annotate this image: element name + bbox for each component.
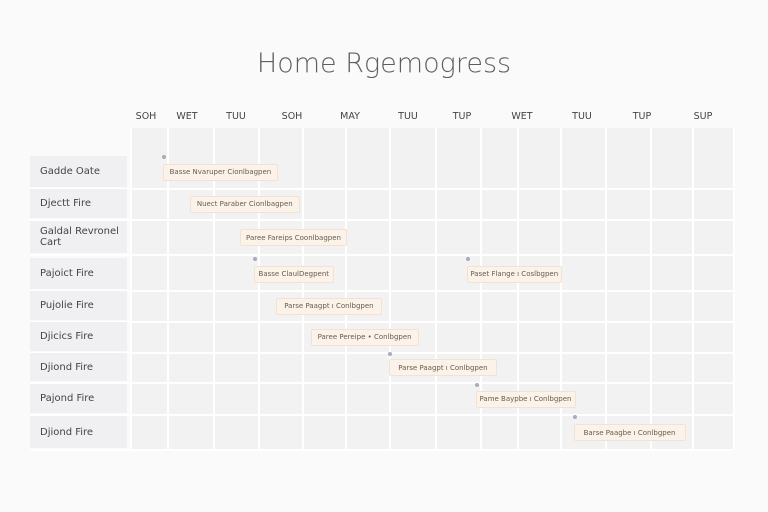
task-bar: Nuect Paraber Cionlbagpen [190, 195, 300, 213]
row-label: Galdal Revronel Cart [30, 221, 127, 253]
milestone-dot [162, 155, 167, 159]
grid-line [258, 128, 260, 450]
row-label: Djiond Fire [30, 416, 127, 448]
grid-line [692, 128, 694, 450]
milestone-dot [465, 257, 470, 261]
row-divider [30, 449, 733, 451]
row-divider [30, 382, 733, 384]
task-bar: Pame Baypbe ı Conlbgpen [475, 390, 576, 408]
row-label: Gadde Oate [30, 156, 127, 187]
task-bar: Paree Pereipe • Conlbgpen [310, 328, 419, 346]
grid-line [480, 128, 482, 450]
grid-line [650, 128, 652, 450]
row-divider [30, 321, 733, 323]
task-bar: Paset Flange ı Coslbgpen [466, 265, 562, 283]
row-label: Pujolie Fire [30, 291, 127, 320]
row-divider [30, 290, 733, 292]
task-bar: Parse Paagpt ı Conlbgpen [389, 359, 497, 376]
column-header: WET [176, 111, 198, 122]
grid-line [345, 128, 347, 450]
task-bar: Barse Paagbe ı Conlbgpen [573, 424, 686, 441]
milestone-dot [474, 383, 479, 387]
task-bar: Basse ClaulDegpent [253, 265, 335, 283]
milestone-dot [572, 415, 577, 419]
grid-line [560, 128, 562, 450]
row-label: Djicics Fire [30, 322, 127, 351]
row-divider [30, 254, 733, 256]
grid-line [130, 128, 132, 450]
row-divider [30, 414, 733, 416]
column-header: TUP [632, 111, 652, 122]
grid-line [733, 128, 735, 450]
column-header: TUP [452, 111, 472, 122]
row-label: Pajond Fire [30, 384, 127, 413]
column-header: TUU [398, 111, 418, 122]
chart-title: Home Rgemogress [256, 48, 512, 79]
milestone-dot [388, 352, 392, 356]
grid-line [435, 128, 437, 450]
column-header: SOH [281, 111, 303, 122]
column-header: TUU [226, 111, 246, 122]
grid-line [389, 128, 391, 450]
column-header: SUP [693, 111, 713, 122]
task-bar: Basse Nvaruper Cionlbagpen [163, 163, 278, 181]
row-label: Djectt Fire [30, 189, 127, 218]
grid-line [213, 128, 215, 450]
grid-line [517, 128, 519, 450]
column-header: MAY [340, 111, 360, 122]
row-divider [30, 188, 733, 190]
column-header: SOH [135, 111, 157, 122]
grid-line [605, 128, 607, 450]
row-label: Djiond Fire [30, 353, 127, 381]
column-header: WET [511, 111, 533, 122]
grid-line [302, 128, 304, 450]
gantt-grid [130, 128, 733, 450]
milestone-dot [252, 257, 257, 261]
task-bar: Parse Paagpt ı Conlbgpen [275, 297, 383, 315]
column-header: TUU [572, 111, 592, 122]
row-divider [30, 219, 733, 221]
row-divider [30, 352, 733, 354]
row-label: Pajoict Fire [30, 258, 127, 289]
grid-line [167, 128, 169, 450]
task-bar: Paree Fareips Coonlbagpen [240, 229, 347, 246]
